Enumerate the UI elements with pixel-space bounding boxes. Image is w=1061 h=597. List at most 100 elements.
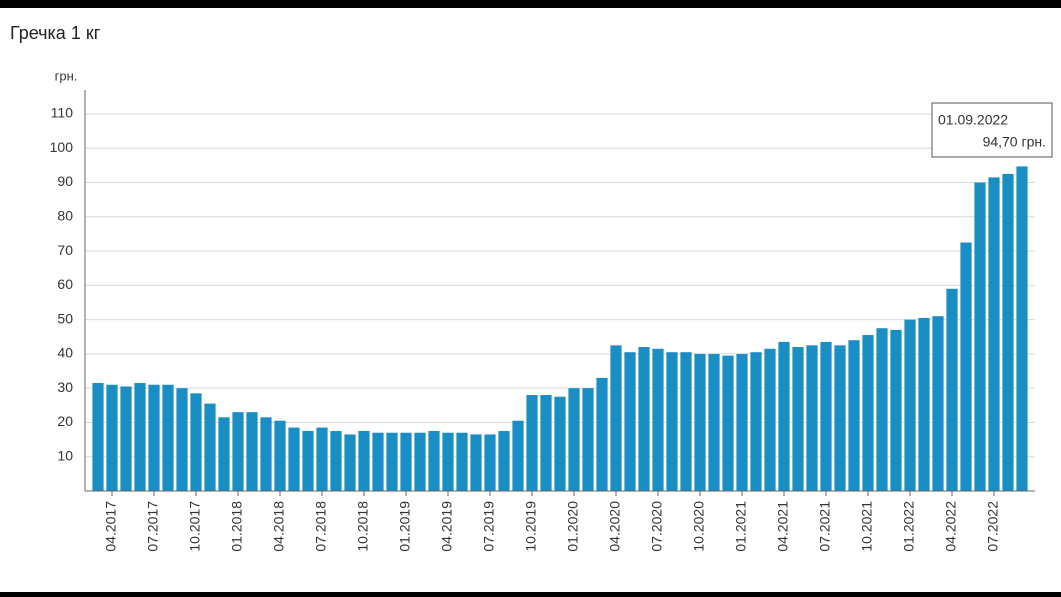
x-tick-label: 04.2022 [943,501,959,552]
bar [92,383,104,491]
bar [862,335,874,491]
bar [344,434,356,491]
bar [498,431,510,491]
x-tick-label: 07.2017 [145,501,161,552]
y-tick-label: 80 [57,208,73,224]
y-tick-label: 40 [57,345,73,361]
bar [988,177,1000,491]
bar [974,182,986,492]
x-tick-label: 07.2020 [649,501,665,552]
x-tick-label: 04.2020 [607,501,623,552]
x-tick-label: 01.2019 [397,501,413,552]
bar [806,345,818,491]
bar [218,417,230,491]
bar [848,340,860,491]
y-tick-label: 70 [57,242,73,258]
bar [890,329,902,491]
bar [918,317,930,491]
tooltip-value: 94,70 грн. [983,134,1046,150]
bar [330,431,342,491]
bar [428,431,440,491]
bar [610,345,622,491]
y-tick-label: 10 [57,447,73,463]
bar [736,353,748,491]
bar [876,328,888,491]
bar [204,403,216,491]
bar [554,396,566,491]
bar [414,432,426,491]
bar [596,377,608,491]
x-tick-label: 01.2022 [901,501,917,552]
bar [470,434,482,491]
bar [708,353,720,491]
bar [540,395,552,491]
bar [512,420,524,491]
x-tick-label: 04.2018 [271,501,287,552]
bar [484,434,496,491]
x-tick-label: 01.2021 [733,501,749,552]
bar [722,355,734,491]
y-tick-label: 90 [57,173,73,189]
bar [176,388,188,491]
bar [652,348,664,491]
x-tick-label: 04.2021 [775,501,791,552]
bar [148,384,160,491]
tooltip-date: 01.09.2022 [938,112,1008,128]
bar [680,352,692,491]
bar [386,432,398,491]
bar [302,431,314,491]
bar [288,427,300,491]
x-tick-label: 10.2020 [691,501,707,552]
bar [792,347,804,491]
bar [372,432,384,491]
x-tick-label: 07.2022 [985,501,1001,552]
y-tick-label: 110 [51,105,74,121]
bar [750,352,762,491]
x-tick-label: 07.2018 [313,501,329,552]
bar [666,352,678,491]
x-tick-label: 10.2018 [355,501,371,552]
y-tick-label: 50 [57,310,73,326]
y-tick-label: 20 [57,413,73,429]
bar [274,420,286,491]
x-tick-label: 07.2021 [817,501,833,552]
bar [820,341,832,491]
bar [834,345,846,491]
y-tick-label: 60 [57,276,73,292]
x-tick-label: 10.2021 [859,501,875,552]
bar [960,242,972,491]
bar [232,412,244,491]
bar [190,393,202,491]
bar [106,384,118,491]
y-tick-label: 30 [57,379,73,395]
bar [358,431,370,491]
x-tick-label: 10.2017 [187,501,203,552]
y-tick-label: 100 [50,139,74,155]
x-tick-label: 04.2017 [103,501,119,552]
bar [624,352,636,491]
x-tick-label: 10.2019 [523,501,539,552]
x-tick-label: 07.2019 [481,501,497,552]
bar [778,341,790,491]
bar [764,348,776,491]
tooltip-box [931,102,1053,158]
bar [134,383,146,491]
bar [568,388,580,491]
bar [526,395,538,491]
x-tick-label: 01.2020 [565,501,581,552]
bar [260,417,272,491]
bar [316,427,328,491]
bar [1002,173,1014,491]
bar [638,347,650,491]
bar [442,432,454,491]
chart-title: Гречка 1 кг [10,23,101,43]
bar [694,353,706,491]
bar [400,432,412,491]
plot-area: 10 20 30 40 50 60 70 80 90 100 110 04.2017 07.2017 10… [50,105,1035,552]
bar [582,388,594,491]
bar [246,412,258,491]
top-border [0,0,1061,8]
x-tick-label: 04.2019 [439,501,455,552]
x-tick-label: 01.2018 [229,501,245,552]
